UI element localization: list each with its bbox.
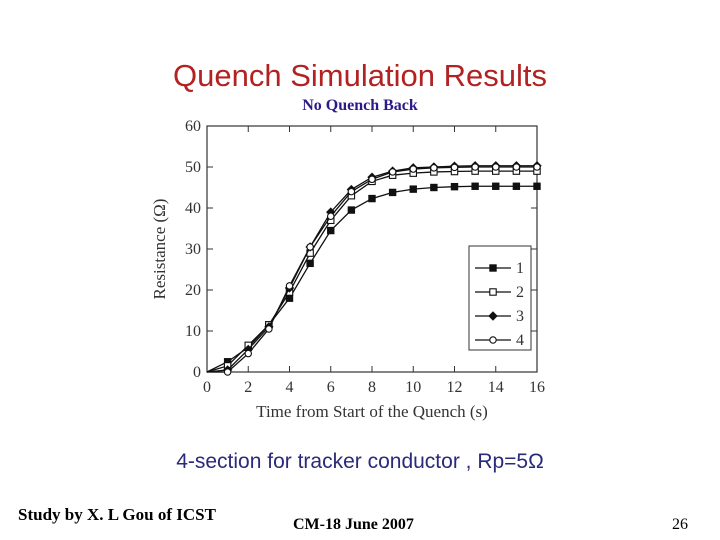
data-point: [512, 163, 521, 171]
footer-event: CM-18 June 2007: [293, 516, 414, 533]
page-number: 26: [672, 516, 688, 533]
data-point: [347, 187, 356, 196]
legend-label: 4: [516, 332, 524, 349]
y-tick-label: 20: [185, 282, 201, 299]
data-point: [306, 259, 314, 268]
x-tick-label: 4: [286, 379, 294, 396]
x-tick-label: 10: [405, 379, 421, 396]
y-axis-label: Resistance (Ω): [150, 199, 169, 300]
x-tick-label: 12: [447, 379, 463, 396]
data-point: [471, 163, 479, 171]
data-point: [512, 182, 521, 190]
data-point: [285, 282, 294, 290]
slide-title: Quench Simulation Results: [173, 58, 547, 93]
footer-credit: Study by X. L Gou of ICST: [18, 505, 216, 524]
legend-marker: [489, 336, 497, 344]
chart-subtitle: No Quench Back: [302, 97, 418, 114]
y-tick-label: 40: [185, 200, 201, 217]
data-point: [450, 163, 459, 172]
data-point: [491, 163, 500, 171]
data-point: [368, 194, 376, 203]
data-point: [533, 163, 541, 171]
legend-label: 1: [516, 260, 524, 277]
data-point: [326, 212, 335, 220]
y-tick-label: 60: [185, 118, 201, 135]
x-tick-label: 2: [244, 379, 252, 396]
x-tick-label: 14: [488, 379, 504, 396]
y-tick-label: 30: [185, 241, 201, 258]
data-point: [388, 168, 397, 176]
y-tick-label: 50: [185, 159, 201, 176]
y-tick-label: 10: [185, 323, 201, 340]
chart-series: [206, 161, 542, 376]
legend-marker: [488, 311, 498, 321]
chart-legend: 1 2 3 4: [468, 245, 532, 351]
data-point: [223, 368, 232, 376]
legend-label: 3: [516, 308, 524, 325]
legend-label: 2: [516, 284, 524, 301]
x-tick-label: 0: [203, 379, 211, 396]
x-tick-label: 16: [529, 379, 545, 396]
legend-box: [468, 245, 532, 351]
data-point: [306, 243, 314, 251]
data-point: [409, 185, 417, 193]
data-point: [492, 182, 500, 190]
x-tick-label: 8: [368, 379, 376, 396]
data-point: [347, 206, 356, 214]
data-point: [327, 226, 335, 235]
data-point: [265, 325, 273, 333]
y-tick-label: 0: [193, 364, 201, 381]
data-point: [430, 183, 438, 192]
legend-marker: [489, 288, 497, 296]
data-point: [450, 182, 459, 191]
legend-marker: [489, 264, 497, 272]
data-point: [471, 182, 479, 190]
data-point: [244, 349, 253, 358]
slide-caption: 4-section for tracker conductor , Rp=5Ω: [176, 450, 544, 473]
data-point: [368, 175, 376, 184]
data-point: [409, 165, 417, 173]
x-axis-label: Time from Start of the Quench (s): [256, 402, 488, 421]
x-tick-label: 6: [327, 379, 335, 396]
data-point: [430, 164, 438, 172]
data-point: [388, 188, 397, 197]
series-4: [207, 163, 541, 376]
data-point: [533, 182, 541, 190]
